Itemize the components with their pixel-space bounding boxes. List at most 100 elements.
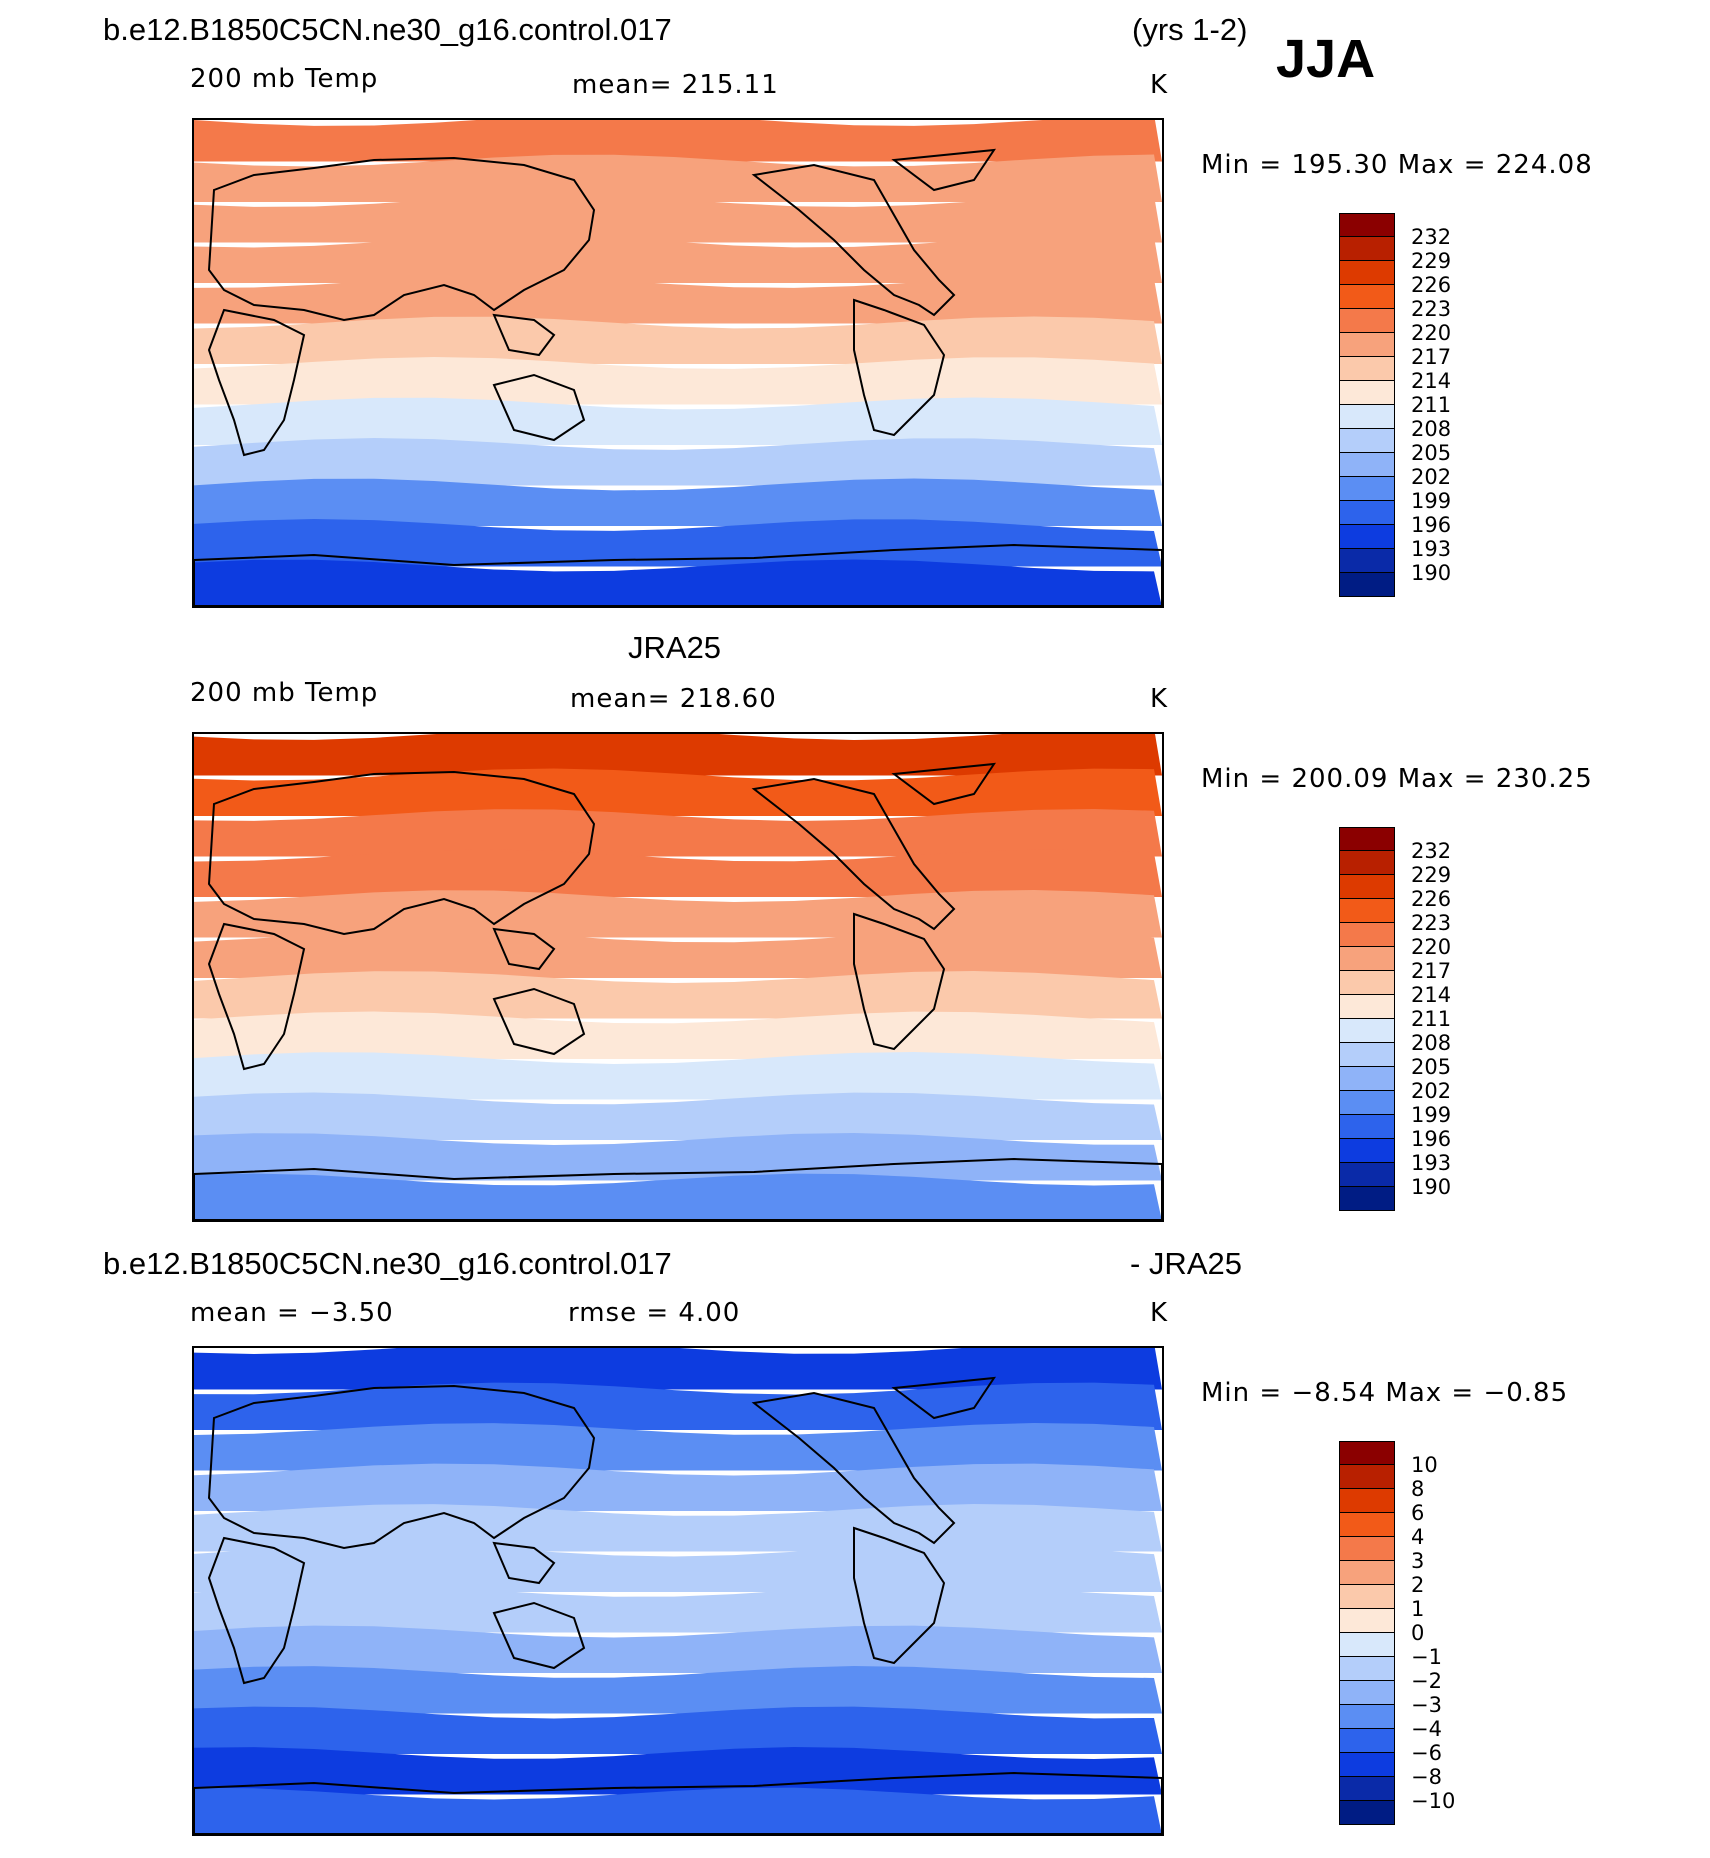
colorbar-cell <box>1339 1441 1395 1465</box>
panel2-map <box>192 732 1164 1222</box>
colorbar-cell <box>1339 237 1395 261</box>
colorbar-label: 4 <box>1411 1525 1425 1549</box>
contour-band <box>194 971 1162 1019</box>
contour-band <box>194 195 1162 243</box>
colorbar-label: 223 <box>1411 297 1452 321</box>
colorbar-cell <box>1339 1753 1395 1777</box>
coastline <box>207 1536 306 1685</box>
colorbar-label: 220 <box>1411 935 1452 959</box>
contour-band <box>194 1544 1162 1592</box>
contour-band <box>194 768 1162 816</box>
coastline <box>194 1157 1162 1220</box>
coastline <box>207 156 596 322</box>
coastline <box>207 770 596 936</box>
contour-band <box>194 1747 1162 1795</box>
contour-band <box>194 438 1162 486</box>
colorbar-cell <box>1339 1465 1395 1489</box>
colorbar-cell <box>1339 851 1395 875</box>
contour-band <box>194 1173 1162 1220</box>
colorbar-label: 211 <box>1411 393 1452 417</box>
colorbar-cell <box>1339 1633 1395 1657</box>
panel1-minmax: Min = 195.30 Max = 224.08 <box>1201 150 1593 180</box>
contour-band <box>194 1463 1162 1511</box>
coastline <box>891 148 997 192</box>
colorbar-label: 199 <box>1411 1103 1452 1127</box>
coastline <box>207 922 306 1071</box>
colorbar-label: −4 <box>1411 1717 1442 1741</box>
colorbar-cell <box>1339 1561 1395 1585</box>
contour-band <box>194 1625 1162 1673</box>
panel1-variable: 200 mb Temp <box>190 64 379 94</box>
panel3-title-right: - JRA25 <box>1130 1246 1242 1281</box>
colorbar-cell <box>1339 357 1395 381</box>
colorbar-cell <box>1339 1489 1395 1513</box>
contour-band <box>194 1585 1162 1633</box>
colorbar-label: −10 <box>1411 1789 1456 1813</box>
contour-band <box>194 120 1162 162</box>
colorbar-label: 190 <box>1411 1175 1452 1199</box>
coastline <box>194 1771 1162 1834</box>
coastline <box>751 1391 956 1545</box>
colorbar-label: 202 <box>1411 1079 1452 1103</box>
colorbar-cell <box>1339 1609 1395 1633</box>
colorbar-cell <box>1339 525 1395 549</box>
colorbar-cell <box>1339 1067 1395 1091</box>
contour-band <box>194 397 1162 445</box>
season-label: JJA <box>1276 29 1376 89</box>
panel3-mean: mean = −3.50 <box>190 1298 394 1328</box>
colorbar-cell <box>1339 405 1395 429</box>
colorbar-label: 196 <box>1411 1127 1452 1151</box>
colorbar-label: −2 <box>1411 1669 1442 1693</box>
colorbar-label: −6 <box>1411 1741 1442 1765</box>
colorbar-label: 223 <box>1411 911 1452 935</box>
coastline <box>853 1526 946 1665</box>
contour-band <box>194 1092 1162 1140</box>
contour-band <box>194 357 1162 405</box>
panel1-units: K <box>1150 70 1169 100</box>
contour-band <box>194 1382 1162 1430</box>
colorbar-cell <box>1339 1187 1395 1211</box>
coastline <box>853 298 946 437</box>
years-label: (yrs 1-2) <box>1132 12 1248 47</box>
colorbar-label: 229 <box>1411 249 1452 273</box>
colorbar-label: −1 <box>1411 1645 1442 1669</box>
coastline <box>751 163 956 317</box>
colorbar-label: 193 <box>1411 537 1452 561</box>
contour-band <box>194 1423 1162 1471</box>
colorbar-label: 2 <box>1411 1573 1425 1597</box>
colorbar-label: 217 <box>1411 345 1452 369</box>
colorbar-cell <box>1339 827 1395 851</box>
colorbar-label: 205 <box>1411 441 1452 465</box>
colorbar-cell <box>1339 1729 1395 1753</box>
coastline <box>194 543 1162 606</box>
colorbar-cell <box>1339 333 1395 357</box>
panel2-units: K <box>1150 684 1169 714</box>
colorbar-cell <box>1339 1777 1395 1801</box>
contour-band <box>194 235 1162 283</box>
contour-band <box>194 890 1162 938</box>
colorbar-cell <box>1339 1657 1395 1681</box>
contour-band <box>194 478 1162 526</box>
panel3-rmse: rmse = 4.00 <box>568 1298 741 1328</box>
colorbar-label: −3 <box>1411 1693 1442 1717</box>
colorbar-label: 214 <box>1411 369 1452 393</box>
colorbar-label: 211 <box>1411 1007 1452 1031</box>
contour-band <box>194 1504 1162 1552</box>
colorbar-cell <box>1339 875 1395 899</box>
coastline <box>207 1384 596 1550</box>
contour-band <box>194 930 1162 978</box>
contour-band <box>194 1666 1162 1714</box>
coastline <box>492 1601 586 1670</box>
colorbar-label: 3 <box>1411 1549 1425 1573</box>
colorbar-cell <box>1339 1705 1395 1729</box>
colorbar-cell <box>1339 947 1395 971</box>
colorbar-cell <box>1339 923 1395 947</box>
contour-band <box>194 316 1162 364</box>
colorbar-cell <box>1339 285 1395 309</box>
colorbar-cell <box>1339 501 1395 525</box>
colorbar-cell <box>1339 261 1395 285</box>
colorbar-cell <box>1339 429 1395 453</box>
colorbar-label: 1 <box>1411 1597 1425 1621</box>
colorbar-cell <box>1339 1585 1395 1609</box>
coastline <box>751 777 956 931</box>
